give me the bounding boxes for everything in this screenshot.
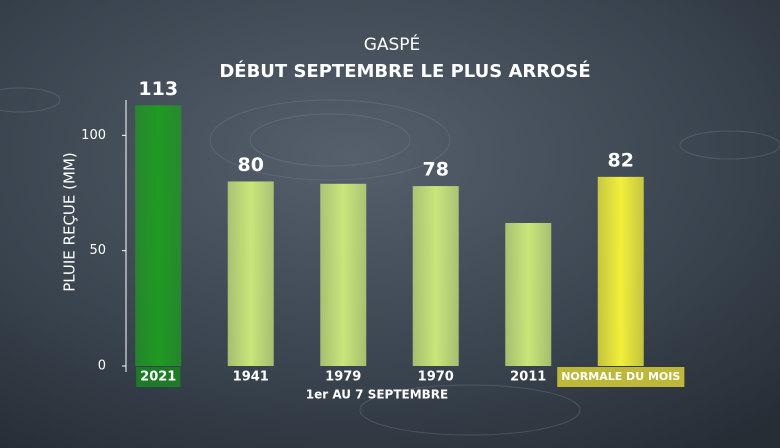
y-tick-label: 100 [81,128,106,143]
x-tick-label: 1941 [233,370,269,385]
bar [597,176,644,366]
value-label: 78 [423,159,449,181]
chart-subtitle: DÉBUT SEPTEMBRE LE PLUS ARROSÉ [219,60,590,82]
y-axis-title: PLUIE REÇUE (MM) [61,152,79,292]
y-tick-label: 50 [89,243,106,258]
x-axis-title: 1er AU 7 SEPTEMBRE [306,388,449,402]
x-tick-label: 2011 [510,370,546,385]
value-label: 82 [608,149,634,171]
bar [227,181,274,366]
ripples [0,87,780,436]
bar [135,105,182,366]
x-label-box [557,367,685,387]
bar [505,222,552,366]
x-label-box [136,367,181,387]
x-tick-label: 2021 [140,370,176,385]
chart-title: GASPÉ [364,33,421,55]
x-tick-label: 1979 [325,370,361,385]
bar [412,186,459,366]
x-tick-label: 1970 [418,370,454,385]
value-label: 80 [238,154,264,176]
x-tick-label: NORMALE DU MOIS [561,370,680,383]
value-label: 113 [138,78,178,100]
y-tick-label: 0 [98,359,106,374]
bar [320,183,367,366]
